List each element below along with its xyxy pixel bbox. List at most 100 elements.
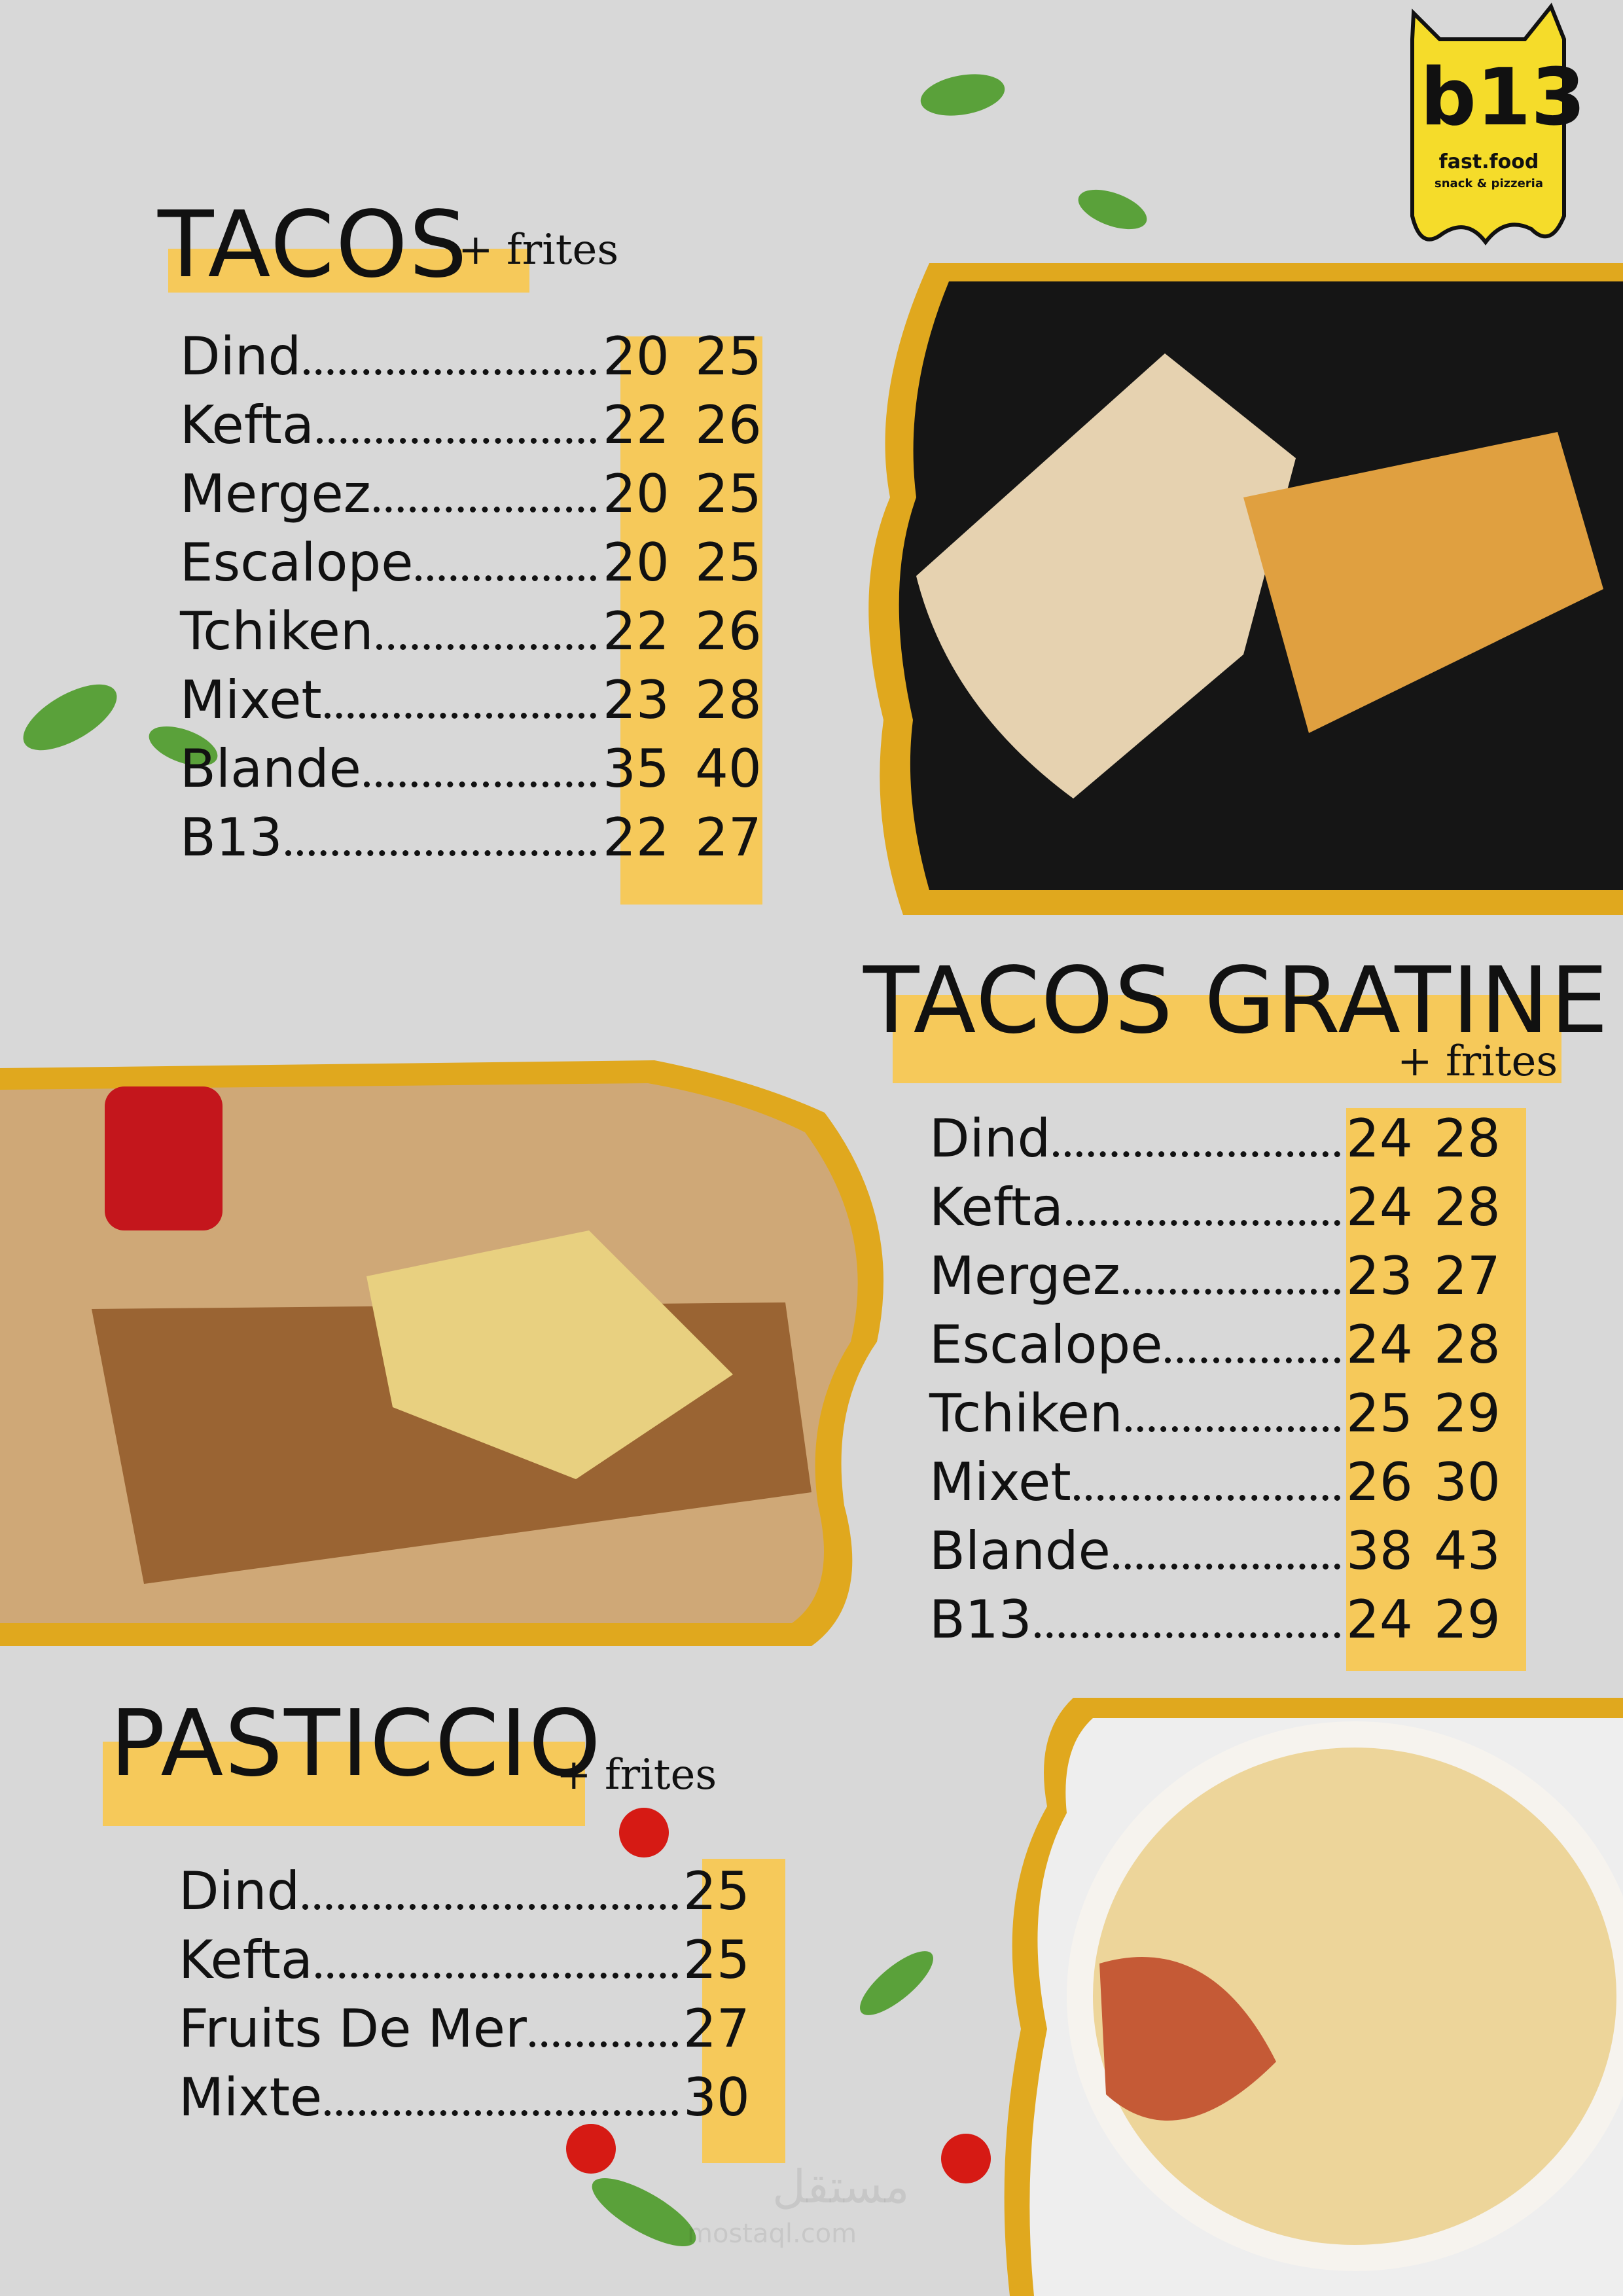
menu-item: B13 [929, 1594, 1343, 1646]
leader-dots [376, 644, 596, 650]
item-name: Mergez [929, 1246, 1120, 1306]
leaves [23, 74, 1147, 2246]
menu-item: Mergez [929, 1250, 1343, 1302]
item-price: 20 [603, 326, 669, 387]
menu-item: Mixet [180, 674, 599, 726]
menu-item: Dind [180, 331, 599, 383]
menu-item: Mergez [180, 468, 599, 520]
tomatoes [566, 1808, 991, 2183]
menu-item: Tchiken [929, 1388, 1343, 1440]
leader-dots [529, 2041, 678, 2047]
item-price: 24 [1346, 1314, 1413, 1375]
logo-line: fast.food [1438, 151, 1539, 173]
item-price: 25 [683, 1861, 750, 1922]
logo-brand: b13 [1420, 52, 1586, 143]
item-price: 24 [1346, 1108, 1413, 1169]
section-subtitle: + frites [1397, 1037, 1558, 1086]
pizza [366, 1230, 733, 1479]
item-price: 28 [695, 670, 762, 730]
item-price: 20 [603, 463, 669, 524]
item-name: Mixte [179, 2067, 323, 2128]
item-price: 29 [1434, 1383, 1501, 1444]
title-highlight [893, 995, 1561, 1083]
leader-dots [315, 1973, 678, 1979]
menu-item: Fruits De Mer [179, 2003, 681, 2055]
leader-dots [1034, 1632, 1340, 1638]
item-name: Fruits De Mer [179, 1998, 527, 2059]
menu-item: Dind [179, 1865, 681, 1918]
section-title: PASTICCIO [110, 1691, 602, 1797]
menu-item: Kefta [180, 399, 599, 452]
leader-dots [1165, 1357, 1340, 1363]
item-name: Kefta [180, 395, 314, 456]
section-title: TACOS [158, 192, 469, 298]
item-price: 20 [603, 532, 669, 593]
item-name: Kefta [929, 1177, 1063, 1238]
item-price: 30 [1434, 1452, 1501, 1513]
item-price: 35 [603, 738, 669, 799]
item-price: 22 [603, 807, 669, 868]
watermark: مستقل [772, 2160, 910, 2214]
item-price: 29 [1434, 1589, 1501, 1650]
item-name: B13 [180, 807, 283, 868]
item-name: B13 [929, 1589, 1032, 1650]
item-name: Blande [180, 738, 361, 799]
leader-dots [1073, 1495, 1340, 1501]
leader-dots [1053, 1151, 1340, 1157]
item-price: 23 [1346, 1246, 1413, 1306]
menu-item: Kefta [929, 1181, 1343, 1234]
item-price: 24 [1346, 1177, 1413, 1238]
item-name: Mixet [929, 1452, 1071, 1513]
leader-dots [1065, 1220, 1340, 1226]
menu-item: Escalope [180, 537, 599, 589]
item-price: 25 [1346, 1383, 1413, 1444]
item-name: Escalope [180, 532, 414, 593]
item-name: Dind [179, 1861, 300, 1922]
leader-dots [304, 369, 596, 375]
leader-dots [1113, 1564, 1340, 1570]
logo-shape [1410, 3, 1566, 245]
section-title: TACOS GRATINE [863, 948, 1610, 1054]
logo-line: snack & pizzeria [1435, 177, 1543, 190]
leader-dots [416, 575, 596, 581]
leader-dots [285, 850, 596, 856]
item-name: Mixet [180, 670, 322, 730]
price-highlight [1346, 1108, 1526, 1671]
item-price: 30 [683, 2067, 750, 2128]
item-price: 27 [695, 807, 762, 868]
menu-item: Escalope [929, 1319, 1343, 1371]
leader-dots [325, 2110, 678, 2116]
watermark: mostaql.com [687, 2219, 857, 2249]
can [105, 1086, 223, 1230]
item-name: Dind [929, 1108, 1051, 1169]
item-price: 23 [603, 670, 669, 730]
title-highlight [168, 249, 529, 293]
item-price: 26 [1346, 1452, 1413, 1513]
leader-dots [373, 507, 596, 512]
item-price: 38 [1346, 1520, 1413, 1581]
item-name: Dind [180, 326, 302, 387]
menu-item: Mixte [179, 2072, 681, 2124]
item-price: 27 [1434, 1246, 1501, 1306]
item-price: 25 [683, 1929, 750, 1990]
item-name: Blande [929, 1520, 1111, 1581]
price-highlight [702, 1859, 785, 2163]
price-highlight [620, 336, 762, 905]
item-price: 43 [1434, 1520, 1501, 1581]
item-price: 28 [1434, 1177, 1501, 1238]
item-name: Kefta [179, 1929, 313, 1990]
menu-item: Blande [180, 743, 599, 795]
item-price: 26 [695, 395, 762, 456]
title-highlight [103, 1742, 585, 1826]
leader-dots [316, 438, 596, 444]
item-price: 25 [695, 532, 762, 593]
menu-item: Kefta [179, 1934, 681, 1986]
gratin [1093, 1748, 1616, 2245]
item-price: 28 [1434, 1108, 1501, 1169]
item-price: 40 [695, 738, 762, 799]
item-price: 25 [695, 463, 762, 524]
item-price: 22 [603, 395, 669, 456]
section-subtitle: + frites [556, 1751, 717, 1799]
